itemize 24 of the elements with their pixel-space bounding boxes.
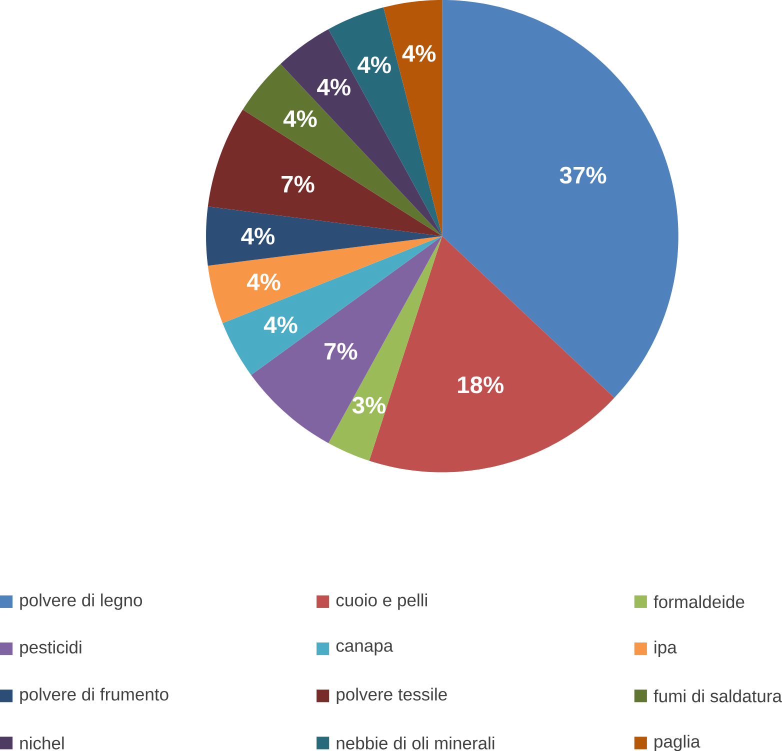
legend-label: polvere tessile — [336, 688, 447, 704]
legend-label: nebbie di oli minerali — [336, 736, 494, 750]
legend-label: nichel — [20, 736, 64, 750]
legend-label: formaldeide — [654, 595, 744, 608]
data-label: 4% — [264, 316, 298, 334]
data-label: 4% — [283, 110, 317, 128]
data-label: 4% — [358, 56, 391, 74]
legend-label: canapa — [336, 642, 394, 656]
data-label: 7% — [324, 342, 358, 360]
legend-label: fumi di saldatura — [654, 689, 782, 702]
data-label: 4% — [402, 44, 436, 62]
legend-label: pesticidi — [20, 640, 82, 657]
legend-label: cuoio e pelli — [336, 593, 427, 610]
legend-label: polvere di frumento — [20, 688, 168, 704]
legend-label: polvere di legno — [20, 593, 142, 610]
data-label: 4% — [317, 78, 350, 96]
data-label: 18% — [458, 376, 504, 394]
legend-label: paglia — [654, 734, 700, 751]
legend-label: ipa — [654, 640, 677, 657]
data-label: 7% — [282, 176, 314, 192]
data-label: 37% — [560, 166, 606, 184]
data-label: 4% — [246, 274, 280, 290]
data-label: 3% — [352, 396, 386, 414]
data-label: 4% — [241, 228, 275, 244]
